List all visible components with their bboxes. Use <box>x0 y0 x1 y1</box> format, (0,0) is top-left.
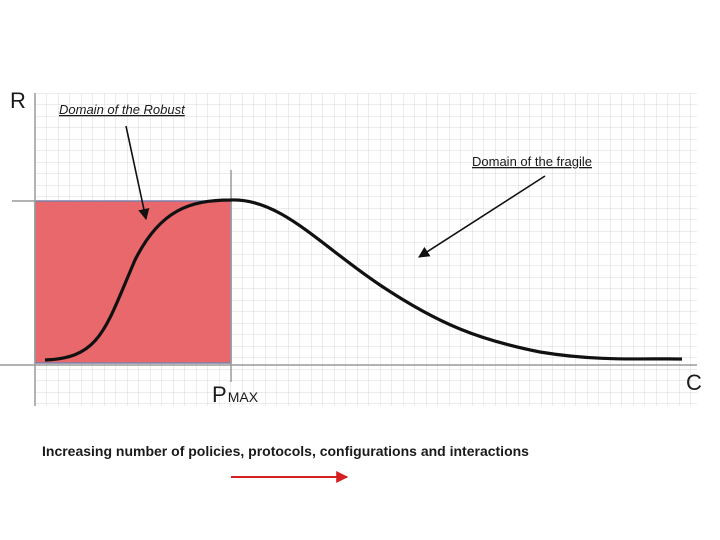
robust-label: Domain of the Robust <box>59 102 186 117</box>
pmax-sub: MAX <box>228 389 259 405</box>
x-axis-label: C <box>686 370 702 395</box>
caption-text: Increasing number of policies, protocols… <box>42 443 529 459</box>
pmax-label: PMAX <box>212 382 259 407</box>
fragile-arrow <box>418 175 546 258</box>
fragile-label: Domain of the fragile <box>472 154 592 169</box>
pmax-main: P <box>212 382 227 407</box>
risk-curve <box>44 198 683 362</box>
robust-region <box>34 200 232 364</box>
y-axis-label: R <box>10 88 26 113</box>
robust-arrow <box>125 125 150 221</box>
